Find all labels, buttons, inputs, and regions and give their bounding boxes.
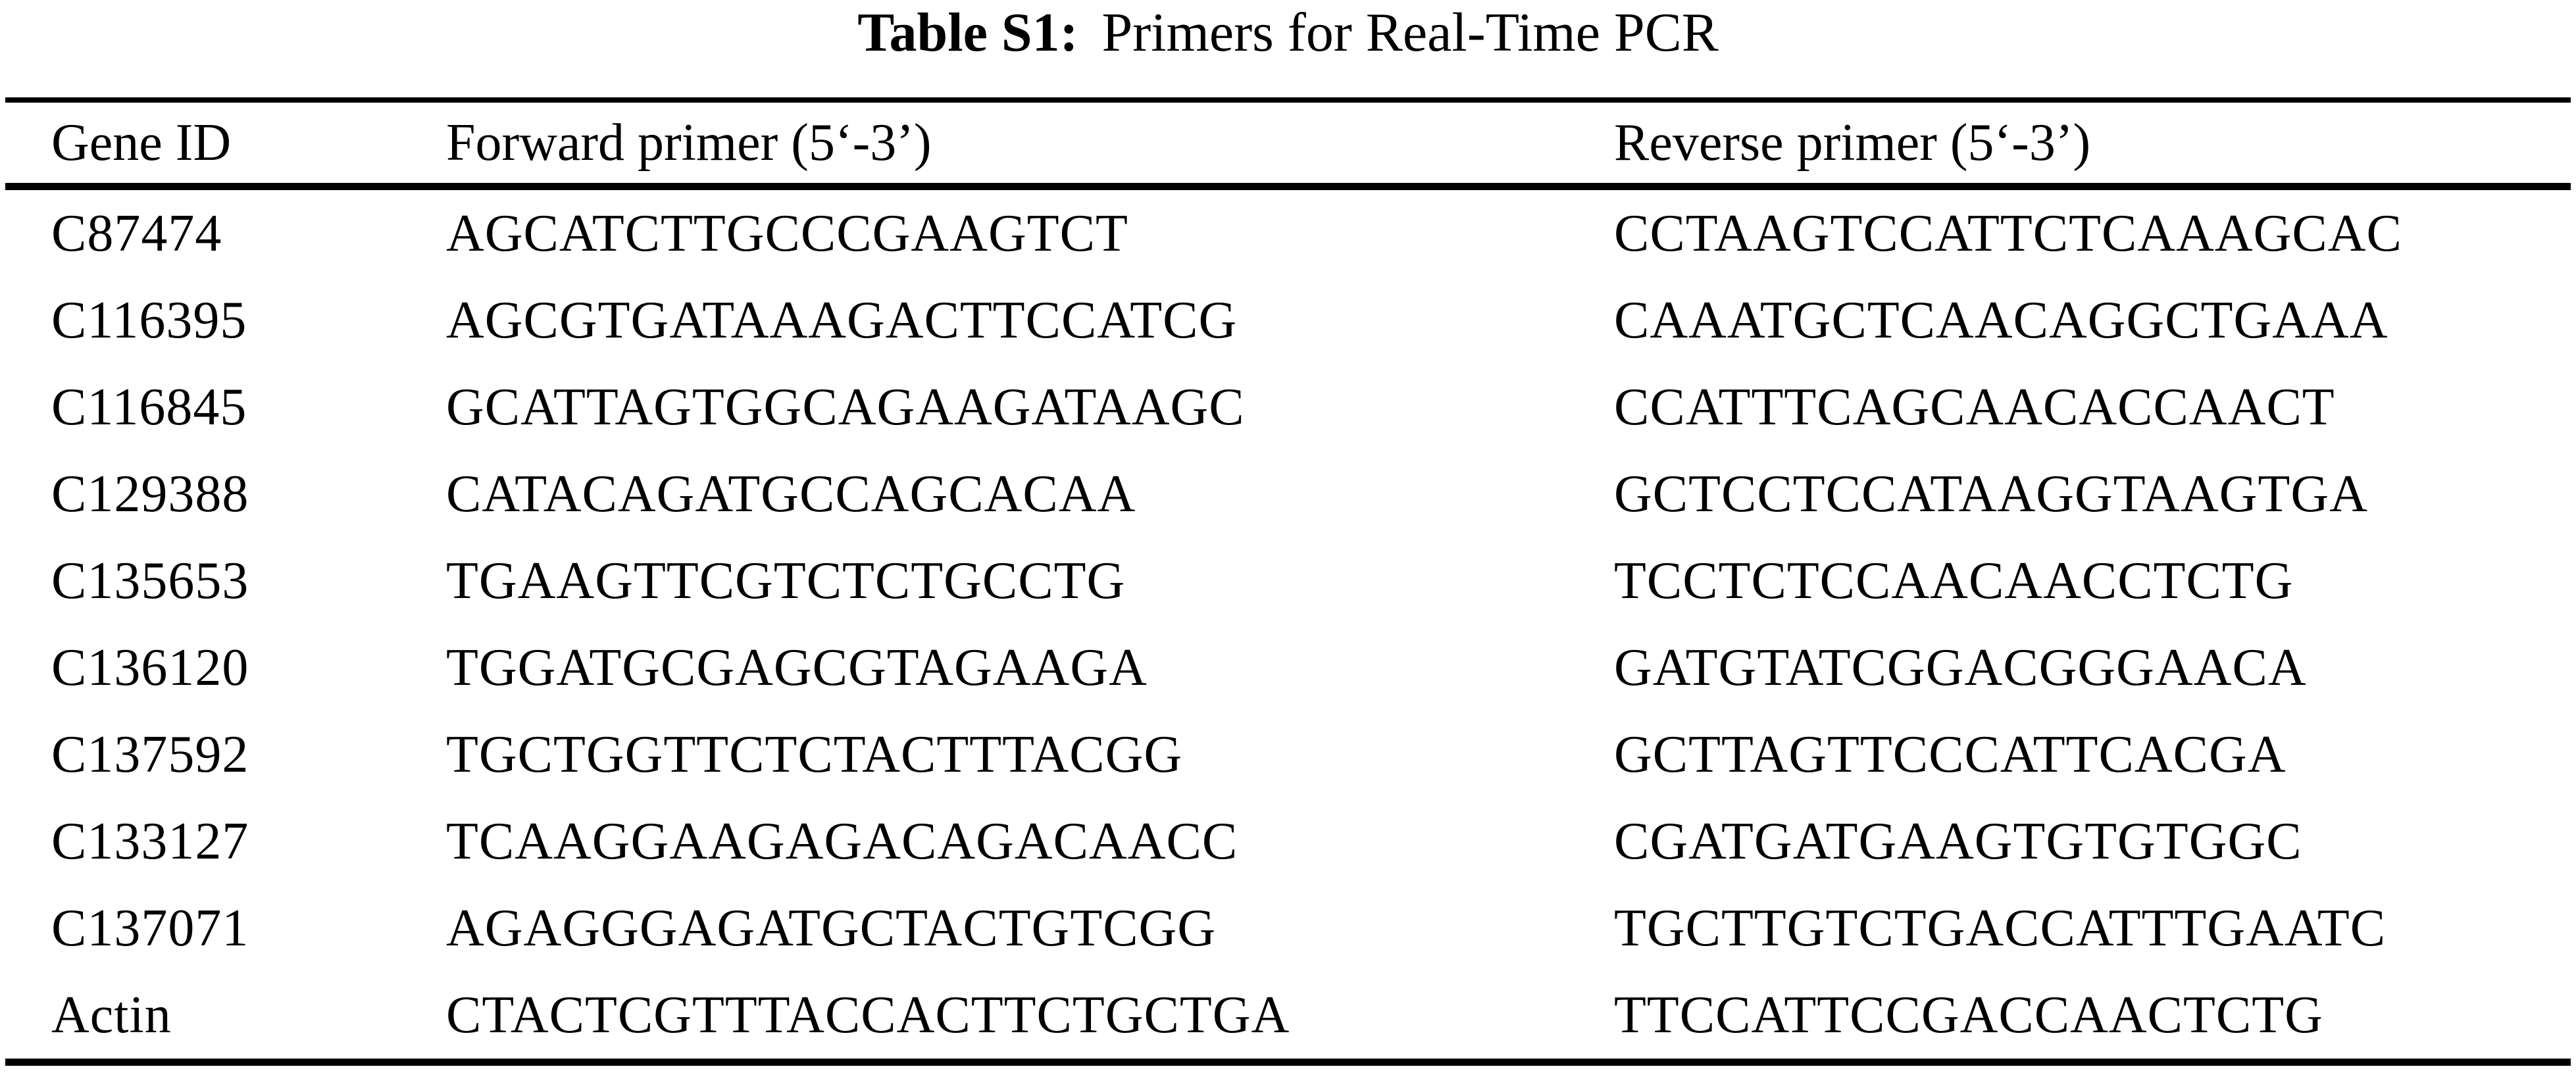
column-header-forward-primer: Forward primer (5‘-3’) (446, 100, 1614, 190)
reverse-primer-cell: GCTCCTCCATAAGGTAAGTGA (1614, 464, 2368, 523)
table-row: Actin CTACTCGTTTACCACTTCTGCTGA TTCCATTCC… (5, 972, 2571, 1062)
table-row: C116845 GCATTAGTGGCAGAAGATAAGC CCATTTCAG… (5, 364, 2571, 451)
forward-primer-cell: TCAAGGAAGAGACAGACAACC (446, 812, 1238, 870)
forward-primer-cell: TGAAGTTCGTCTCTGCCTG (446, 551, 1126, 610)
forward-primer-cell: TGGATGCGAGCGTAGAAGA (446, 638, 1148, 697)
reverse-primer-cell: CCTAAGTCCATTCTCAAAGCAC (1614, 204, 2402, 262)
table-row: C87474 AGCATCTTGCCCGAAGTCT CCTAAGTCCATTC… (5, 187, 2571, 278)
gene-id-cell: C116395 (51, 291, 247, 349)
reverse-primer-cell: TTCCATTCCGACCAACTCTG (1614, 986, 2323, 1044)
column-header-gene-id: Gene ID (5, 100, 446, 190)
table-row: C116395 AGCGTGATAAAGACTTCCATCG CAAATGCTC… (5, 277, 2571, 364)
primers-table: Gene ID Forward primer (5‘-3’) Reverse p… (5, 97, 2571, 1066)
table-body: C87474 AGCATCTTGCCCGAAGTCT CCTAAGTCCATTC… (5, 187, 2571, 1062)
reverse-primer-cell: CCATTTCAGCAACACCAACT (1614, 378, 2335, 436)
forward-primer-cell: AGCATCTTGCCCGAAGTCT (446, 204, 1128, 262)
header-row: Gene ID Forward primer (5‘-3’) Reverse p… (5, 100, 2571, 190)
reverse-primer-cell: CGATGATGAAGTGTGTGGC (1614, 812, 2302, 870)
gene-id-cell: C137071 (51, 899, 249, 957)
table-caption-title: Primers for Real-Time PCR (1101, 2, 1719, 63)
forward-primer-cell: CTACTCGTTTACCACTTCTGCTGA (446, 986, 1290, 1044)
forward-primer-cell: GCATTAGTGGCAGAAGATAAGC (446, 378, 1245, 436)
forward-primer-cell: AGAGGGAGATGCTACTGTCGG (446, 899, 1217, 957)
forward-primer-cell: TGCTGGTTCTCTACTTTACGG (446, 725, 1183, 784)
table-header: Gene ID Forward primer (5‘-3’) Reverse p… (5, 100, 2571, 190)
reverse-primer-cell: TCCTCTCCAACAACCTCTG (1614, 551, 2294, 610)
gene-id-cell: C129388 (51, 464, 249, 523)
forward-primer-cell: CATACAGATGCCAGCACAA (446, 464, 1136, 523)
gene-id-cell: C133127 (51, 812, 249, 870)
table-row: C136120 TGGATGCGAGCGTAGAAGA GATGTATCGGAC… (5, 624, 2571, 711)
gene-id-cell: C87474 (51, 204, 222, 262)
table-caption: Table S1: Primers for Real-Time PCR (0, 0, 2576, 97)
table-row: C133127 TCAAGGAAGAGACAGACAACC CGATGATGAA… (5, 798, 2571, 885)
gene-id-cell: C136120 (51, 638, 249, 697)
reverse-primer-cell: CAAATGCTCAACAGGCTGAAA (1614, 291, 2388, 349)
table-caption-label: Table S1: (857, 2, 1078, 63)
gene-id-cell: Actin (51, 986, 172, 1044)
table-row: C135653 TGAAGTTCGTCTCTGCCTG TCCTCTCCAACA… (5, 538, 2571, 624)
table-row: C137071 AGAGGGAGATGCTACTGTCGG TGCTTGTCTG… (5, 885, 2571, 972)
table-row: C137592 TGCTGGTTCTCTACTTTACGG GCTTAGTTCC… (5, 711, 2571, 798)
reverse-primer-cell: TGCTTGTCTGACCATTTGAATC (1614, 899, 2387, 957)
column-header-reverse-primer: Reverse primer (5‘-3’) (1614, 100, 2571, 190)
table-row: C129388 CATACAGATGCCAGCACAA GCTCCTCCATAA… (5, 451, 2571, 538)
gene-id-cell: C135653 (51, 551, 249, 610)
reverse-primer-cell: GATGTATCGGACGGGAACA (1614, 638, 2307, 697)
gene-id-cell: C116845 (51, 378, 247, 436)
reverse-primer-cell: GCTTAGTTCCCATTCACGA (1614, 725, 2286, 784)
gene-id-cell: C137592 (51, 725, 249, 784)
forward-primer-cell: AGCGTGATAAAGACTTCCATCG (446, 291, 1238, 349)
